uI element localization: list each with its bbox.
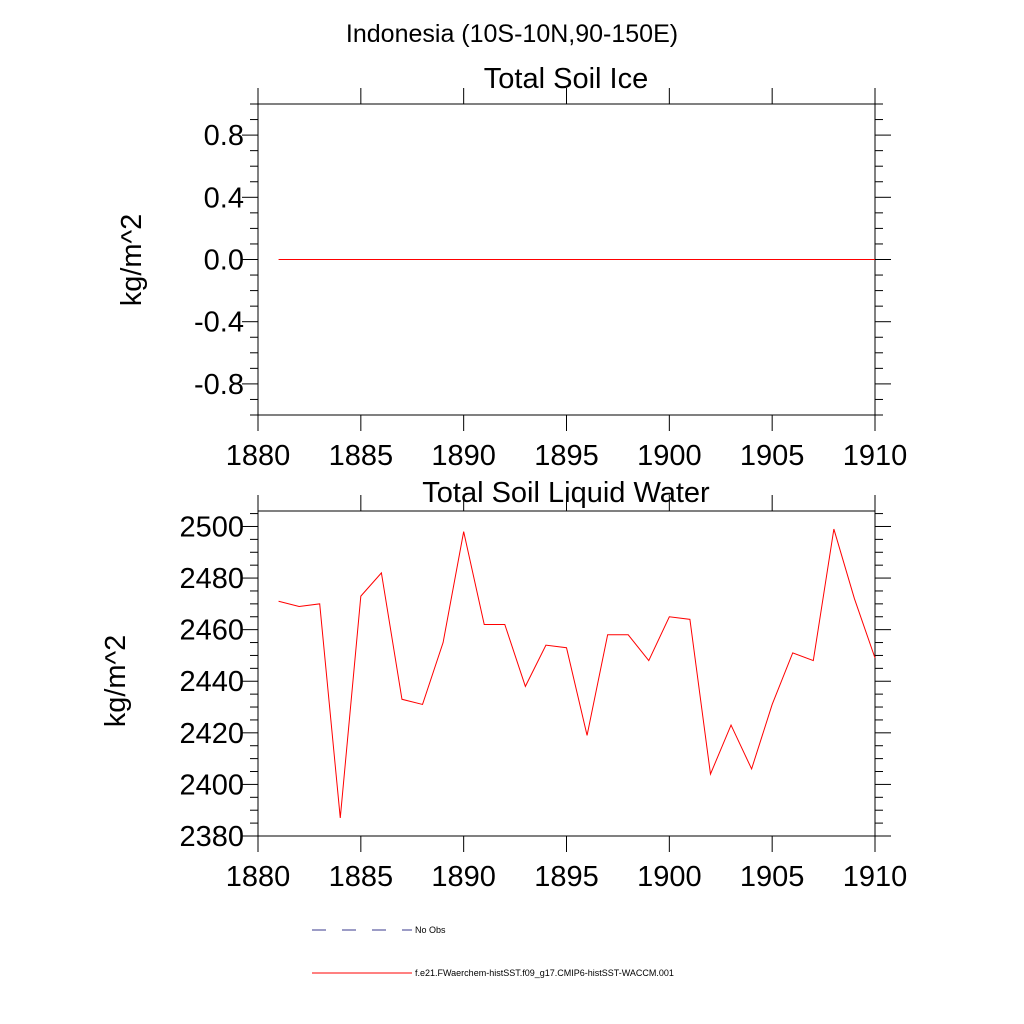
y-tick-label: -0.8: [194, 369, 244, 401]
y-tick-label: 2480: [179, 563, 244, 595]
y-axis-label: kg/m^2: [100, 635, 132, 728]
y-tick-label: 0.0: [204, 245, 244, 277]
legend: No Obs f.e21.FWaerchem-histSST.f09_g17.C…: [312, 925, 674, 978]
x-tick-label: 1910: [843, 440, 908, 472]
figure-title: Indonesia (10S-10N,90-150E): [346, 20, 678, 48]
x-tick-label: 1910: [843, 861, 908, 893]
x-tick-label: 1895: [534, 440, 599, 472]
x-tick-label: 1895: [534, 861, 599, 893]
x-tick-label: 1905: [740, 861, 805, 893]
x-tick-label: 1880: [226, 440, 291, 472]
y-tick-label: 2500: [179, 511, 244, 543]
x-tick-label: 1905: [740, 440, 805, 472]
x-tick-label: 1900: [637, 861, 702, 893]
x-tick-label: 1890: [431, 861, 496, 893]
plot-frame: [257, 510, 876, 837]
x-tick-label: 1885: [329, 440, 394, 472]
y-axis-label: kg/m^2: [116, 214, 148, 307]
y-tick-label: 2420: [179, 718, 244, 750]
x-tick-label: 1890: [431, 440, 496, 472]
panel-total-soil-ice: Total Soil Ice kg/m^2 1880 1885 1890 1895 19…: [116, 63, 907, 472]
x-tick-label: 1885: [329, 861, 394, 893]
y-tick-label: 2380: [179, 821, 244, 853]
legend-label: f.e21.FWaerchem-histSST.f09_g17.CMIP6-hi…: [415, 968, 674, 978]
y-tick-label: 0.8: [204, 120, 244, 152]
y-tick-label: 0.4: [204, 182, 244, 214]
y-tick-label: 2400: [179, 769, 244, 801]
y-tick-label: 2460: [179, 615, 244, 647]
y-tick-label: -0.4: [194, 307, 244, 339]
panel-total-soil-liquid-water: Total Soil Liquid Water kg/m^2 1880 1885 1…: [100, 477, 907, 893]
y-tick-label: 2440: [179, 666, 244, 698]
series-line: [278, 528, 876, 818]
x-tick-label: 1900: [637, 440, 702, 472]
legend-label: No Obs: [415, 925, 446, 935]
x-tick-label: 1880: [226, 861, 291, 893]
